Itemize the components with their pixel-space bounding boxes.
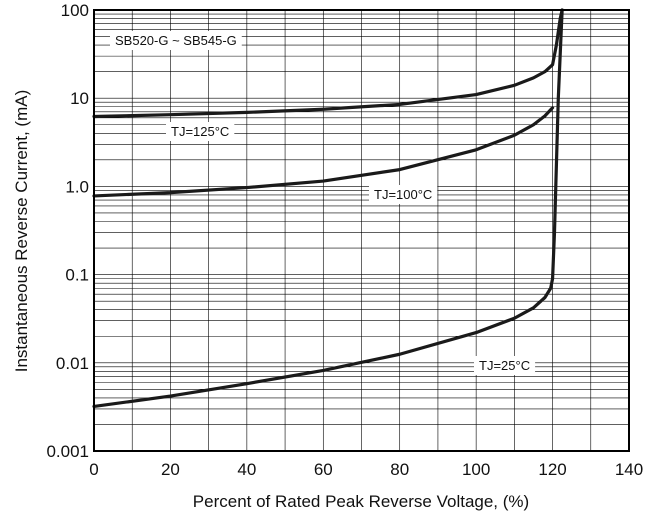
x-tick-labels: 0 20 40 60 80 100 120 140 bbox=[89, 460, 643, 479]
y-tick-labels: 0.001 0.01 0.1 1.0 10 100 bbox=[46, 1, 89, 461]
curve-series-1 bbox=[92, 8, 564, 119]
tj100-label: TJ=100°C bbox=[374, 187, 432, 202]
x-tick-label: 100 bbox=[462, 460, 490, 479]
tj25-label-bg bbox=[474, 356, 536, 375]
y-tick-label: 0.001 bbox=[46, 442, 89, 461]
tj100-label-bg bbox=[369, 185, 438, 204]
y-tick-label: 10 bbox=[70, 89, 89, 108]
tj125-label: TJ=125°C bbox=[171, 124, 229, 139]
y-tick-label: 1.0 bbox=[65, 177, 89, 196]
curve-series-2 bbox=[92, 106, 555, 198]
curve-series-3 bbox=[92, 8, 564, 409]
y-tick-label: 100 bbox=[61, 1, 89, 20]
curves bbox=[92, 8, 564, 409]
plot-frame bbox=[93, 9, 630, 452]
y-axis-label: Instantaneous Reverse Current, (mA) bbox=[12, 90, 31, 373]
x-tick-label: 0 bbox=[89, 460, 98, 479]
part-range-label: SB520-G ~ SB545-G bbox=[115, 33, 237, 48]
part-range-label-bg bbox=[110, 31, 242, 50]
x-tick-label: 140 bbox=[615, 460, 643, 479]
x-tick-label: 80 bbox=[390, 460, 409, 479]
y-tick-label: 0.1 bbox=[65, 266, 89, 285]
x-axis-label: Percent of Rated Peak Reverse Voltage, (… bbox=[193, 492, 529, 511]
tj25-label: TJ=25°C bbox=[479, 358, 530, 373]
y-tick-label: 0.01 bbox=[56, 354, 89, 373]
x-tick-label: 120 bbox=[538, 460, 566, 479]
x-tick-label: 20 bbox=[161, 460, 180, 479]
vertical-gridlines bbox=[131, 10, 592, 451]
tj125-label-bg bbox=[166, 122, 235, 141]
x-tick-label: 40 bbox=[237, 460, 256, 479]
x-tick-label: 60 bbox=[314, 460, 333, 479]
